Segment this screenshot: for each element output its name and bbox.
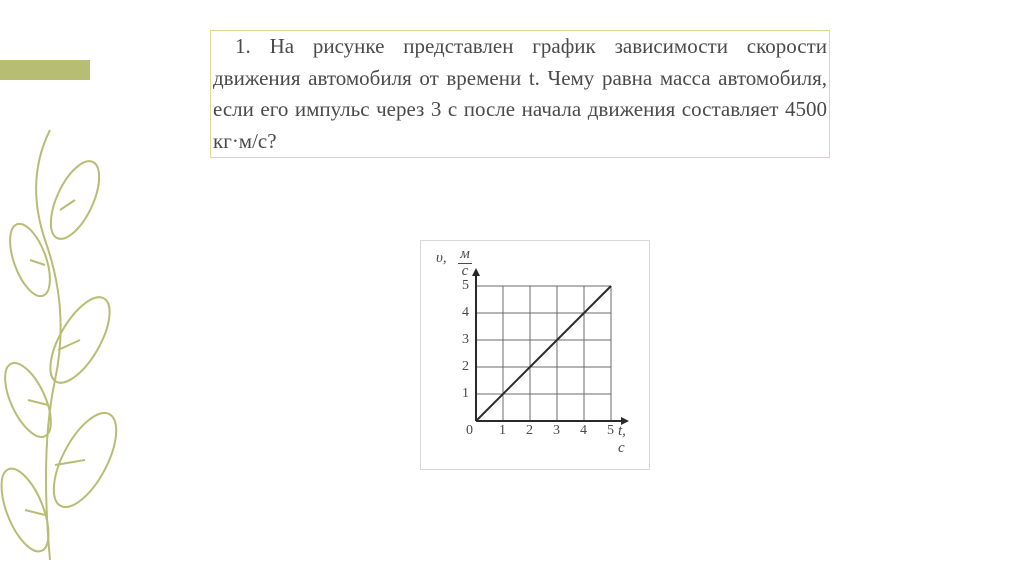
y-tick-label: 3 bbox=[462, 332, 469, 348]
y-tick-label: 4 bbox=[462, 305, 469, 321]
problem-text: 1. На рисунке представлен график зависим… bbox=[210, 30, 830, 158]
velocity-time-chart: υ, м с 12345 12345 0 t, с bbox=[420, 240, 650, 470]
x-tick-label: 2 bbox=[526, 423, 533, 439]
y-tick-label: 1 bbox=[462, 386, 469, 402]
y-tick-label: 2 bbox=[462, 359, 469, 375]
x-tick-label: 4 bbox=[580, 423, 587, 439]
x-tick-label: 5 bbox=[607, 423, 614, 439]
origin-label: 0 bbox=[466, 423, 473, 439]
x-tick-label: 1 bbox=[499, 423, 506, 439]
slide-decoration bbox=[0, 0, 170, 576]
x-axis-label: t, с bbox=[618, 423, 636, 457]
y-tick-label: 5 bbox=[462, 278, 469, 294]
problem-text-content: 1. На рисунке представлен график зависим… bbox=[213, 31, 827, 157]
x-tick-label: 3 bbox=[553, 423, 560, 439]
